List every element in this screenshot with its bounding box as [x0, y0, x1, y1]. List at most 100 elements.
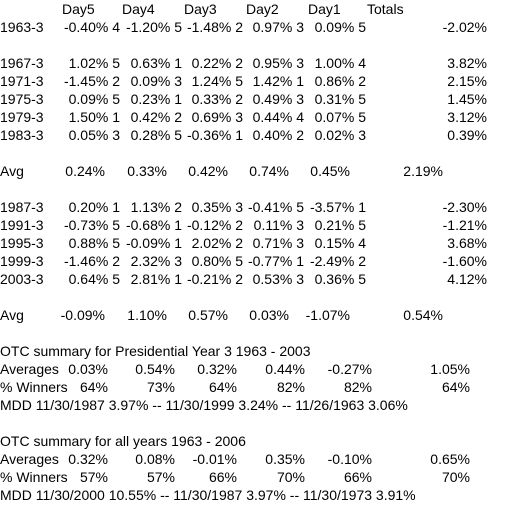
year-row-cell-d4: 0.09% 3: [130, 73, 182, 89]
year-row-cell-d2: -0.41% 5: [247, 199, 304, 215]
year-row-cell-d5: -1.45% 2: [63, 73, 120, 89]
year-row-cell-label: 1975-3: [0, 91, 44, 107]
year-row-cell-label: 1999-3: [0, 253, 44, 269]
avg1-cell-d5: 0.24%: [65, 163, 105, 179]
header-day3: Day3: [184, 1, 217, 17]
avg-row-1: Avg 0.24% 0.33% 0.42% 0.74% 0.45% 2.19%: [0, 162, 507, 180]
header-day5: Day5: [62, 1, 95, 17]
year-row: 1963-3 -0.40% 4 -1.20% 5 -1.48% 2 0.97% 3 0.0…: [0, 18, 507, 36]
year-row-cell-d1: 0.21% 5: [314, 217, 366, 233]
s2-avg-cell-d4: 0.08%: [135, 451, 175, 467]
avg2-cell-label: Avg: [0, 307, 24, 323]
s2-avg-cell-label: Averages: [0, 451, 59, 467]
year-row-cell-d3: 0.22% 2: [191, 55, 243, 71]
year-row-cell-tot: -1.60%: [442, 253, 487, 269]
s2-avg-cell-d5: 0.32%: [68, 451, 108, 467]
year-row-cell-d3: 0.69% 3: [191, 109, 243, 125]
year-row-cell-label: 1987-3: [0, 199, 44, 215]
summary-title-1: OTC summary for Presidential Year 3 1963…: [0, 343, 311, 359]
year-row-cell-tot: 3.68%: [447, 235, 487, 251]
year-row-cell-d1: 0.36% 5: [314, 271, 366, 287]
year-row-cell-d4: 2.81% 1: [130, 271, 182, 287]
year-row: 1971-3 -1.45% 2 0.09% 3 1.24% 5 1.42% 1 0.86%…: [0, 72, 507, 90]
s1-avg-cell-label: Averages: [0, 361, 59, 377]
header-day2: Day2: [246, 1, 279, 17]
summary-mdd-2: MDD 11/30/2000 10.55% -- 11/30/1987 3.97…: [0, 487, 416, 503]
year-row-cell-d4: 2.32% 3: [130, 253, 182, 269]
year-row-cell-d3: -1.48% 2: [186, 19, 243, 35]
avg2-cell-d2: 0.03%: [249, 307, 289, 323]
year-row-cell-d5: 0.64% 5: [68, 271, 120, 287]
s1-avg-cell-d4: 0.54%: [135, 361, 175, 377]
summary-mdd-1: MDD 11/30/1987 3.97% -- 11/30/1999 3.24%…: [0, 397, 408, 413]
s1-win-cell-d4: 73%: [146, 379, 175, 395]
year-row-cell-tot: 3.82%: [447, 55, 487, 71]
year-row-cell-d4: 0.63% 1: [130, 55, 182, 71]
s1-win-cell-tot: 64%: [441, 379, 470, 395]
avg2-cell-d4: 1.10%: [127, 307, 167, 323]
year-row-cell-label: 1995-3: [0, 235, 44, 251]
year-row-cell-d4: 0.42% 2: [130, 109, 182, 125]
year-row-cell-tot: 4.12%: [447, 271, 487, 287]
year-row-cell-d1: 0.86% 2: [314, 73, 366, 89]
year-row-cell-d1: 0.15% 4: [314, 235, 366, 251]
year-row-cell-d5: 0.05% 3: [68, 127, 120, 143]
year-row-cell-tot: 3.12%: [447, 109, 487, 125]
year-row-cell-label: 1971-3: [0, 73, 44, 89]
s2-win-cell-d2: 70%: [276, 469, 305, 485]
year-row-cell-d4: -1.20% 5: [125, 19, 182, 35]
summary-winners-2: % Winners 57% 57% 66% 70% 66% 70%: [0, 468, 507, 486]
header-row: Day5 Day4 Day3 Day2 Day1 Totals: [0, 0, 507, 18]
year-row-cell-label: 1979-3: [0, 109, 44, 125]
year-row-cell-d2: 0.40% 2: [252, 127, 304, 143]
s1-win-cell-label: % Winners: [0, 379, 68, 395]
year-row-cell-d4: 0.23% 1: [130, 91, 182, 107]
year-row-cell-d2: 0.95% 3: [252, 55, 304, 71]
s1-avg-cell-d1: -0.27%: [327, 361, 372, 377]
year-row-cell-d5: -0.73% 5: [63, 217, 120, 233]
avg1-cell-d4: 0.33%: [127, 163, 167, 179]
year-row-cell-d4: 0.28% 5: [130, 127, 182, 143]
year-row-cell-tot: 1.45%: [447, 91, 487, 107]
s1-win-cell-d2: 82%: [276, 379, 305, 395]
s2-avg-cell-d3: -0.01%: [192, 451, 237, 467]
year-row-cell-d2: 0.53% 3: [252, 271, 304, 287]
year-row-cell-label: 1963-3: [0, 19, 44, 35]
year-row-cell-d5: 0.88% 5: [68, 235, 120, 251]
summary-averages-2: Averages 0.32% 0.08% -0.01% 0.35% -0.10% 0.65%: [0, 450, 507, 468]
s2-avg-cell-d1: -0.10%: [327, 451, 372, 467]
s2-win-cell-d4: 57%: [146, 469, 175, 485]
year-row-cell-tot: 2.15%: [447, 73, 487, 89]
avg1-cell-tot: 2.19%: [403, 163, 443, 179]
year-row-cell-d3: 0.80% 5: [191, 253, 243, 269]
avg2-cell-d5: -0.09%: [60, 307, 105, 323]
year-row-cell-d2: -0.77% 1: [247, 253, 304, 269]
year-row-cell-d1: 0.07% 5: [314, 109, 366, 125]
year-row-cell-d2: 0.11% 3: [253, 217, 304, 233]
s2-avg-cell-d2: 0.35%: [265, 451, 305, 467]
avg2-cell-d3: 0.57%: [188, 307, 228, 323]
year-row-cell-d5: 1.02% 5: [68, 55, 120, 71]
year-row-cell-d3: -0.36% 1: [186, 127, 243, 143]
year-row-cell-label: 2003-3: [0, 271, 44, 287]
header-totals: Totals: [367, 1, 404, 17]
s1-avg-cell-d3: 0.32%: [197, 361, 237, 377]
avg2-cell-d1: -1.07%: [305, 307, 350, 323]
summary-title-2: OTC summary for all years 1963 - 2006: [0, 433, 246, 449]
year-row: 1975-3 0.09% 5 0.23% 1 0.33% 2 0.49% 3 0.31% …: [0, 90, 507, 108]
year-row: 1967-3 1.02% 5 0.63% 1 0.22% 2 0.95% 3 1.00% …: [0, 54, 507, 72]
year-row: 1983-3 0.05% 3 0.28% 5 -0.36% 1 0.40% 2 0.02%…: [0, 126, 507, 144]
year-row-cell-d5: 0.20% 1: [68, 199, 120, 215]
year-row-cell-d1: -3.57% 1: [309, 199, 366, 215]
year-row-cell-d1: -2.49% 2: [309, 253, 366, 269]
s1-avg-cell-d5: 0.03%: [68, 361, 108, 377]
year-row: 1979-3 1.50% 1 0.42% 2 0.69% 3 0.44% 4 0.07% …: [0, 108, 507, 126]
s2-win-cell-tot: 70%: [441, 469, 470, 485]
year-row-cell-tot: -2.02%: [442, 19, 487, 35]
avg2-cell-tot: 0.54%: [403, 307, 443, 323]
year-row-cell-d3: 0.35% 3: [191, 199, 243, 215]
year-row-cell-d2: 0.71% 3: [252, 235, 304, 251]
summary-averages-1: Averages 0.03% 0.54% 0.32% 0.44% -0.27% 1.05%: [0, 360, 507, 378]
year-row-cell-d3: 2.02% 2: [191, 235, 243, 251]
